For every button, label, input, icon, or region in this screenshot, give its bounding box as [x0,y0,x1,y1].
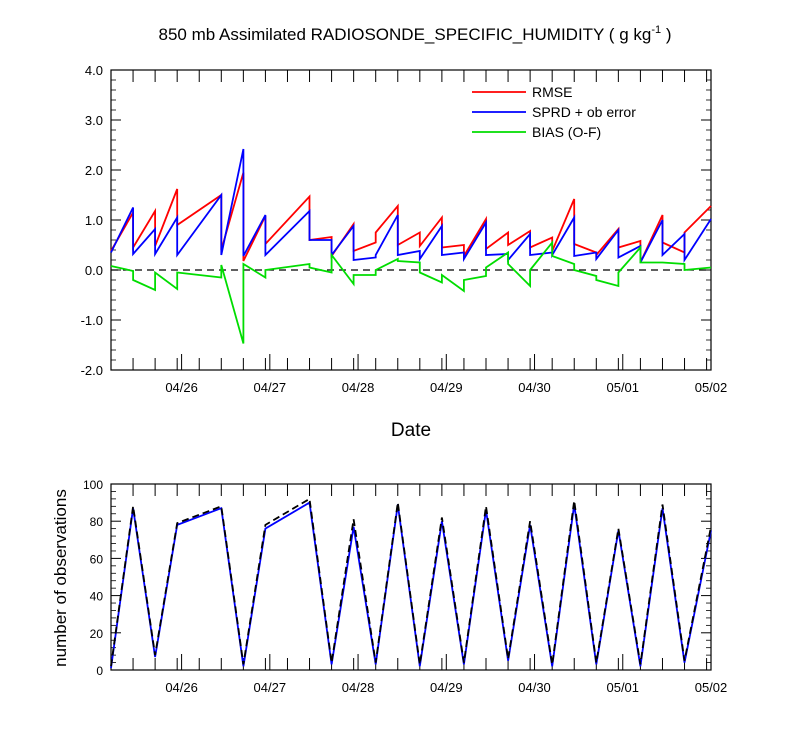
top-series-0 [110,172,712,263]
top-series-1 [110,148,712,264]
legend-label-0: RMSE [532,84,572,100]
top-y-tick-label: -1.0 [81,313,103,328]
bottom-y-tick-label: 0 [96,664,103,678]
top-y-tick-label: 0.0 [85,263,103,278]
bottom-x-tick-label: 04/30 [518,680,551,695]
top-x-tick-label: 04/30 [518,380,551,395]
bottom-x-tick-label: 04/28 [342,680,375,695]
top-series-2 [110,239,712,344]
top-x-tick-label: 05/01 [606,380,639,395]
chart-title-tail: ) [661,25,671,44]
top-chart: -2.0 -1.0 0.0 1.0 2.0 3.0 4.0 04/26 04/27 04/28 04… [81,63,728,395]
top-x-tick-label: 04/28 [342,380,375,395]
bottom-plot-frame [110,483,712,671]
top-x-axis-label: Date [391,420,431,441]
bottom-x-tick-label: 04/27 [254,680,287,695]
bottom-y-tick-label: 80 [90,515,104,529]
chart-title: 850 mb Assimilated RADIOSONDE_SPECIFIC_H… [159,24,672,44]
top-y-tick-label: 3.0 [85,113,103,128]
top-x-tick-label: 04/26 [165,380,198,395]
bottom-x-tick-label: 05/01 [606,680,639,695]
bottom-y-tick-label: 60 [90,552,104,566]
top-y-tick-label: -2.0 [81,363,103,378]
legend-label-1: SPRD + ob error [532,104,636,120]
top-x-tick-label: 05/02 [695,380,728,395]
bottom-y-tick-label: 20 [90,627,104,641]
top-y-tick-label: 2.0 [85,163,103,178]
bottom-y-axis-label: number of observations [51,489,70,667]
bottom-y-tick-label: 40 [90,590,104,604]
legend-label-2: BIAS (O-F) [532,124,601,140]
bottom-x-tick-label: 04/29 [430,680,463,695]
bottom-series-0 [110,501,712,669]
chart-title-superscript: -1 [651,24,661,36]
top-x-tick-label: 04/27 [254,380,287,395]
top-y-tick-label: 4.0 [85,63,103,78]
top-y-tick-label: 1.0 [85,213,103,228]
bottom-y-tick-label: 100 [83,478,103,492]
bottom-x-tick-label: 05/02 [695,680,728,695]
bottom-chart: 0 20 40 60 80 100 04/26 04/27 04/28 04/29 04/30 05/… [83,478,727,695]
top-x-tick-label: 04/29 [430,380,463,395]
bottom-series-1 [110,497,712,667]
bottom-x-tick-label: 04/26 [165,680,198,695]
